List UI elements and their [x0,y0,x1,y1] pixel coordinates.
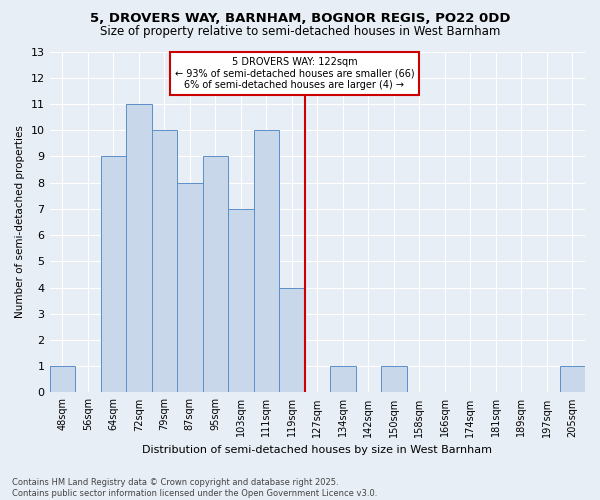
Bar [330,366,356,392]
Y-axis label: Number of semi-detached properties: Number of semi-detached properties [15,126,25,318]
Bar [50,366,75,392]
Text: Size of property relative to semi-detached houses in West Barnham: Size of property relative to semi-detach… [100,25,500,38]
Bar [126,104,152,393]
Bar [203,156,228,392]
Bar [101,156,126,392]
Bar [228,209,254,392]
Text: 5, DROVERS WAY, BARNHAM, BOGNOR REGIS, PO22 0DD: 5, DROVERS WAY, BARNHAM, BOGNOR REGIS, P… [90,12,510,26]
X-axis label: Distribution of semi-detached houses by size in West Barnham: Distribution of semi-detached houses by … [142,445,492,455]
Bar [254,130,279,392]
Text: 5 DROVERS WAY: 122sqm
← 93% of semi-detached houses are smaller (66)
6% of semi-: 5 DROVERS WAY: 122sqm ← 93% of semi-deta… [175,56,414,90]
Bar [152,130,177,392]
Bar [177,182,203,392]
Text: Contains HM Land Registry data © Crown copyright and database right 2025.
Contai: Contains HM Land Registry data © Crown c… [12,478,377,498]
Bar [560,366,585,392]
Bar [279,288,305,393]
Bar [381,366,407,392]
